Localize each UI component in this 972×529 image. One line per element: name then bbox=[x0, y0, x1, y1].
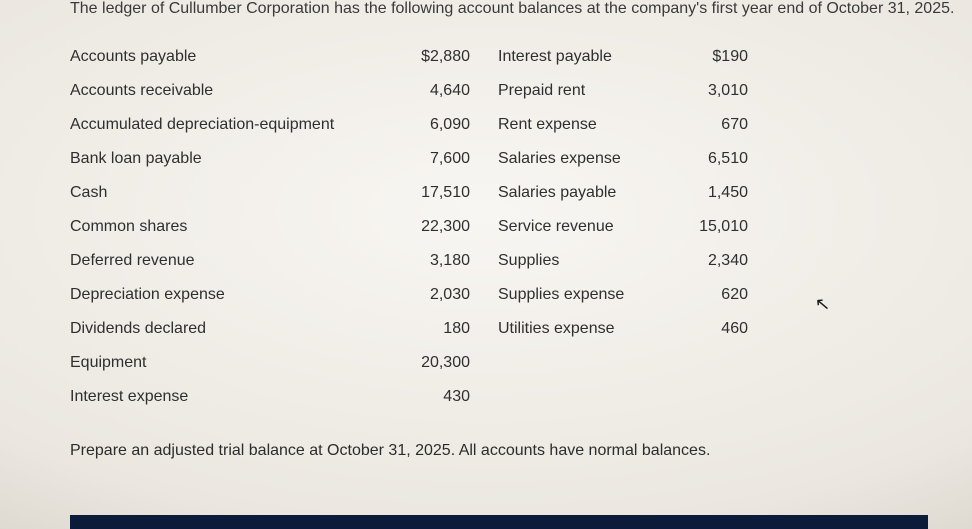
column-gap bbox=[470, 346, 498, 380]
column-gap bbox=[470, 210, 498, 244]
table-row: Bank loan payable7,600 Salaries expense6,… bbox=[70, 142, 748, 176]
account-label-right: Salaries expense bbox=[498, 142, 658, 176]
column-gap bbox=[470, 142, 498, 176]
column-gap bbox=[470, 244, 498, 278]
table-row: Interest expense430 bbox=[70, 380, 748, 414]
account-label-left: Deferred revenue bbox=[70, 244, 380, 278]
account-label-right: Utilities expense bbox=[498, 312, 658, 346]
account-label-right: Supplies bbox=[498, 244, 658, 278]
table-row: Accounts payable$2,880 Interest payable$1… bbox=[70, 40, 748, 74]
column-gap bbox=[470, 176, 498, 210]
account-value-left: 6,090 bbox=[380, 108, 470, 142]
account-label-left: Depreciation expense bbox=[70, 278, 380, 312]
table-row: Depreciation expense2,030 Supplies expens… bbox=[70, 278, 748, 312]
account-label-right: Rent expense bbox=[498, 108, 658, 142]
intro-paragraph: The ledger of Cullumber Corporation has … bbox=[70, 0, 928, 18]
account-label-left: Common shares bbox=[70, 210, 380, 244]
column-gap bbox=[470, 108, 498, 142]
account-label-left: Accounts receivable bbox=[70, 74, 380, 108]
column-gap bbox=[470, 312, 498, 346]
account-value-right: 460 bbox=[658, 312, 748, 346]
column-gap bbox=[470, 40, 498, 74]
account-value-left: 4,640 bbox=[380, 74, 470, 108]
account-value-left: 20,300 bbox=[380, 346, 470, 380]
account-value-right: 3,010 bbox=[658, 74, 748, 108]
account-label-left: Accumulated depreciation-equipment bbox=[70, 108, 380, 142]
account-value-right: 670 bbox=[658, 108, 748, 142]
instruction-paragraph: Prepare an adjusted trial balance at Oct… bbox=[70, 442, 928, 460]
account-value-right: 2,340 bbox=[658, 244, 748, 278]
account-value-left: 3,180 bbox=[380, 244, 470, 278]
account-label-right bbox=[498, 380, 658, 414]
table-row: Equipment20,300 bbox=[70, 346, 748, 380]
table-row: Dividends declared180 Utilities expense46… bbox=[70, 312, 748, 346]
account-label-left: Cash bbox=[70, 176, 380, 210]
column-gap bbox=[470, 380, 498, 414]
account-value-left: $2,880 bbox=[380, 40, 470, 74]
account-label-left: Dividends declared bbox=[70, 312, 380, 346]
account-label-left: Bank loan payable bbox=[70, 142, 380, 176]
account-value-left: 430 bbox=[380, 380, 470, 414]
account-label-left: Equipment bbox=[70, 346, 380, 380]
account-value-left: 180 bbox=[380, 312, 470, 346]
account-label-right: Service revenue bbox=[498, 210, 658, 244]
bottom-bar bbox=[70, 515, 928, 529]
account-label-left: Accounts payable bbox=[70, 40, 380, 74]
account-value-right bbox=[658, 346, 748, 380]
accounts-tbody: Accounts payable$2,880 Interest payable$1… bbox=[70, 40, 748, 414]
account-label-right: Salaries payable bbox=[498, 176, 658, 210]
account-value-left: 7,600 bbox=[380, 142, 470, 176]
account-label-right bbox=[498, 346, 658, 380]
column-gap bbox=[470, 278, 498, 312]
account-value-left: 17,510 bbox=[380, 176, 470, 210]
column-gap bbox=[470, 74, 498, 108]
account-value-left: 22,300 bbox=[380, 210, 470, 244]
accounts-table: Accounts payable$2,880 Interest payable$1… bbox=[70, 40, 748, 414]
account-label-right: Supplies expense bbox=[498, 278, 658, 312]
table-row: Accumulated depreciation-equipment6,090 R… bbox=[70, 108, 748, 142]
page-content: The ledger of Cullumber Corporation has … bbox=[0, 0, 972, 460]
account-value-right: 6,510 bbox=[658, 142, 748, 176]
account-value-left: 2,030 bbox=[380, 278, 470, 312]
account-value-right: $190 bbox=[658, 40, 748, 74]
account-label-right: Interest payable bbox=[498, 40, 658, 74]
account-label-left: Interest expense bbox=[70, 380, 380, 414]
table-row: Accounts receivable4,640 Prepaid rent3,01… bbox=[70, 74, 748, 108]
account-value-right: 1,450 bbox=[658, 176, 748, 210]
table-row: Deferred revenue3,180 Supplies2,340 bbox=[70, 244, 748, 278]
table-row: Common shares22,300 Service revenue15,010 bbox=[70, 210, 748, 244]
account-value-right bbox=[658, 380, 748, 414]
account-value-right: 15,010 bbox=[658, 210, 748, 244]
table-row: Cash17,510 Salaries payable1,450 bbox=[70, 176, 748, 210]
account-value-right: 620 bbox=[658, 278, 748, 312]
account-label-right: Prepaid rent bbox=[498, 74, 658, 108]
